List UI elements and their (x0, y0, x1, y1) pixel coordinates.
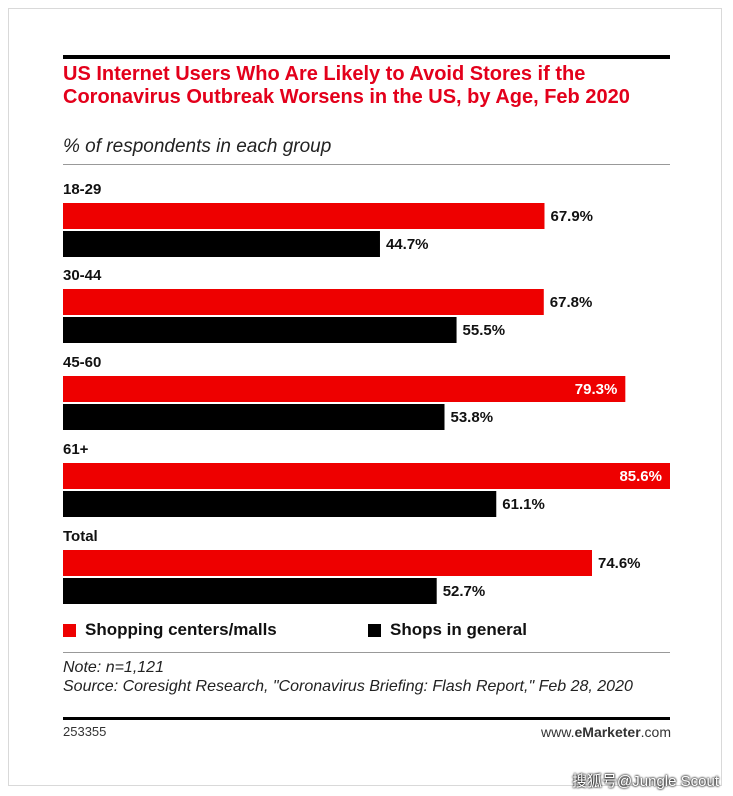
top-rule (63, 55, 670, 59)
brand-suffix: .com (640, 724, 671, 740)
brand-prefix: www. (541, 724, 575, 740)
category-label-1: 30-44 (63, 267, 102, 284)
value-label-s1-2: 53.8% (451, 409, 494, 426)
bar-s1-2 (63, 404, 445, 430)
bar-s0-0 (63, 203, 545, 229)
brand-name: eMarketer (574, 724, 641, 740)
bar-s1-0 (63, 231, 380, 257)
note-text: Note: n=1,121 (63, 659, 164, 676)
value-label-s0-4: 74.6% (598, 555, 641, 572)
legend-item-shopping-centers: Shopping centers/malls (63, 620, 277, 640)
value-label-s0-1: 67.8% (550, 294, 593, 311)
watermark: 搜狐号@Jungle Scout (572, 773, 719, 790)
value-label-s0-2: 79.3% (575, 381, 618, 398)
legend-label-shops-general: Shops in general (390, 620, 527, 639)
bottom-rule (63, 717, 670, 720)
chart-subtitle: % of respondents in each group (63, 136, 332, 157)
value-label-s1-0: 44.7% (386, 236, 429, 253)
bar-s1-1 (63, 317, 457, 343)
chart-title: US Internet Users Who Are Likely to Avoi… (63, 63, 630, 108)
brand-url: www.eMarketer.com (541, 724, 671, 740)
bar-s0-1 (63, 289, 544, 315)
bar-s0-2 (63, 376, 626, 402)
bar-s1-4 (63, 578, 437, 604)
legend-item-shops-general: Shops in general (368, 620, 527, 640)
category-label-0: 18-29 (63, 181, 101, 198)
subtitle-rule (63, 164, 670, 165)
legend-swatch-black (368, 623, 381, 637)
bar-s1-3 (63, 491, 497, 517)
note-rule (63, 652, 670, 653)
legend-label-shopping-centers: Shopping centers/malls (85, 620, 277, 639)
category-label-3: 61+ (63, 441, 89, 458)
chart-notes: Note: n=1,121 Source: Coresight Research… (63, 658, 673, 696)
source-text: Source: Coresight Research, "Coronavirus… (63, 678, 633, 695)
chart-id: 253355 (63, 724, 107, 739)
legend-swatch-red (63, 623, 76, 637)
bar-s0-4 (63, 550, 592, 576)
category-label-4: Total (63, 528, 98, 545)
bar-s0-3 (63, 463, 670, 489)
value-label-s1-3: 61.1% (502, 496, 545, 513)
value-label-s0-0: 67.9% (550, 208, 593, 225)
value-label-s1-1: 55.5% (463, 322, 506, 339)
chart-frame (8, 8, 722, 786)
value-label-s0-3: 85.6% (619, 468, 662, 485)
category-label-2: 45-60 (63, 354, 101, 371)
value-label-s1-4: 52.7% (443, 583, 486, 600)
bar-chart: 18-29 67.9% 44.7% 30-44 67.8% 55.5% 45-60 79.3%… (63, 181, 670, 604)
